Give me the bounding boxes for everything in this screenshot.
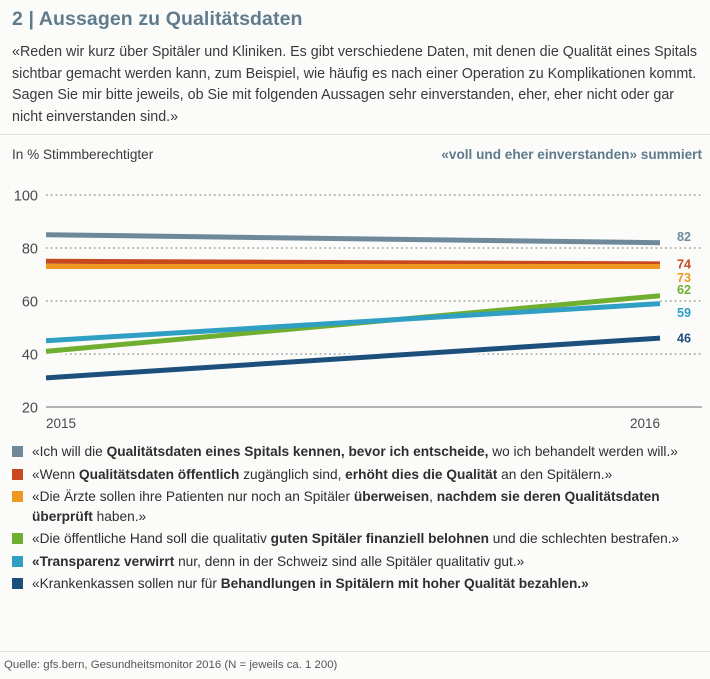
legend-item[interactable]: «Wenn Qualitätsdaten öffentlich zugängli… [12, 465, 702, 485]
legend-item-label: «Ich will die Qualitätsdaten eines Spita… [32, 444, 678, 459]
legend-item-label: «Krankenkassen sollen nur für Behandlung… [32, 576, 589, 591]
series-end-value-label: 46 [677, 332, 691, 346]
series-end-value-label: 59 [677, 306, 691, 320]
page-title: 2 | Aussagen zu Qualitätsdaten [12, 8, 303, 30]
footer-divider [0, 651, 710, 652]
legend-color-swatch [12, 491, 23, 502]
y-axis-unit-note: In % Stimmberechtigter [12, 147, 154, 162]
legend-color-swatch [12, 446, 23, 457]
series-aggregation-note: «voll und eher einverstanden» summiert [441, 147, 702, 162]
series-line [45, 232, 661, 246]
y-axis-tick-label: 40 [22, 348, 38, 364]
legend-color-swatch [12, 468, 23, 480]
legend-item[interactable]: «Krankenkassen sollen nur für Behandlung… [12, 574, 702, 594]
y-axis-tick-label: 20 [22, 401, 38, 417]
series-line [45, 301, 661, 344]
y-axis-tick-label: 60 [22, 295, 38, 311]
series-line [45, 258, 661, 267]
header-divider [0, 134, 710, 135]
chart-legend: «Ich will die Qualitätsdaten eines Spita… [12, 442, 702, 597]
legend-item-label: «Die Ärzte sollen ihre Patienten nur noc… [32, 489, 660, 524]
series-end-value-label: 74 [677, 257, 691, 271]
series-end-value-label: 62 [677, 283, 691, 297]
legend-item[interactable]: «Die öffentliche Hand soll die qualitati… [12, 529, 702, 549]
y-axis-tick-label: 100 [14, 189, 38, 205]
series-line [45, 335, 661, 381]
legend-color-swatch [12, 555, 23, 567]
legend-item[interactable]: «Transparenz verwirrt nur, denn in der S… [12, 552, 702, 572]
legend-item-label: «Transparenz verwirrt nur, denn in der S… [32, 553, 525, 569]
legend-item-label: «Die öffentliche Hand soll die qualitati… [32, 531, 680, 546]
legend-color-swatch [12, 578, 23, 589]
series-end-value-label: 82 [677, 230, 691, 244]
x-axis-tick-label: 2016 [630, 416, 660, 430]
series-end-value-label: 73 [677, 271, 691, 285]
line-chart: 20 40 60 80 100 2015 2016 82 74 73 62 59 46 [0, 185, 710, 430]
legend-item[interactable]: «Ich will die Qualitätsdaten eines Spita… [12, 442, 702, 462]
y-axis-tick-label: 80 [22, 242, 38, 258]
legend-color-swatch [12, 533, 23, 544]
x-axis-tick-label: 2015 [46, 416, 76, 430]
source-note: Quelle: gfs.bern, Gesundheitsmonitor 201… [4, 659, 338, 671]
legend-item[interactable]: «Die Ärzte sollen ihre Patienten nur noc… [12, 487, 702, 526]
legend-item-label: «Wenn Qualitätsdaten öffentlich zugängli… [32, 466, 613, 482]
intro-paragraph: «Reden wir kurz über Spitäler und Klinik… [12, 44, 698, 125]
